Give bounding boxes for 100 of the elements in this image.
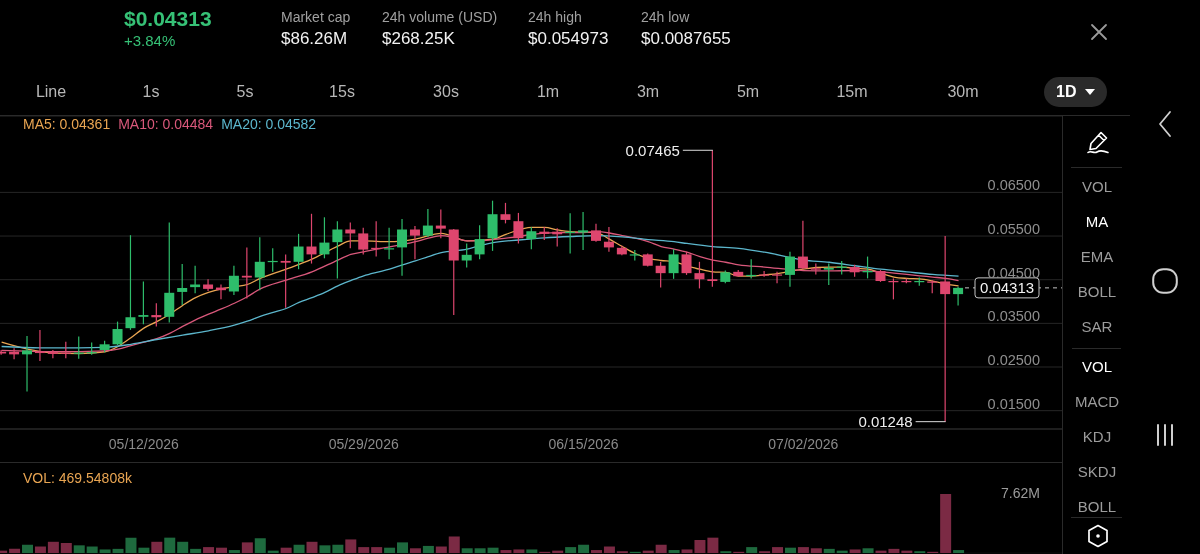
ref-line-label: 0.04313 <box>979 279 1035 297</box>
bar <box>190 548 202 553</box>
bar <box>138 547 150 553</box>
bar <box>241 542 253 553</box>
text: MA <box>1085 212 1109 230</box>
text: $0.054973 <box>528 29 609 48</box>
text: MA10: 0.04484 <box>118 116 214 132</box>
bar <box>591 550 602 553</box>
bar <box>384 547 396 553</box>
text: 5s <box>236 83 254 100</box>
text: 24h low <box>641 9 690 25</box>
text: 15s <box>329 83 355 100</box>
y-tick-label: 0.05500 <box>987 221 1040 238</box>
text: Market cap <box>281 9 351 25</box>
bar <box>435 546 447 553</box>
text: SKDJ <box>1077 462 1117 480</box>
bar <box>474 548 486 553</box>
x-tick-label: 05/12/2026 <box>108 435 180 452</box>
bar <box>707 537 719 553</box>
text: BOLL <box>1077 497 1117 515</box>
text: 24h volume (USD) <box>382 9 498 25</box>
bar <box>397 542 409 553</box>
bar <box>345 539 357 553</box>
bar <box>513 549 525 553</box>
bar <box>810 548 822 553</box>
chart-title: VOL: 469.54808k <box>23 470 132 486</box>
x-tick-label: 05/29/2026 <box>328 435 399 452</box>
bar <box>953 550 965 553</box>
x-tick-label: 07/02/2026 <box>768 435 839 452</box>
bar <box>86 546 98 553</box>
bar <box>823 548 835 553</box>
bar <box>500 550 512 553</box>
text: BOLL <box>1077 282 1117 300</box>
bar <box>487 547 499 553</box>
text: Line <box>35 83 67 100</box>
bar <box>422 545 434 553</box>
text: MA5: 0.04361 <box>23 116 111 132</box>
bar <box>746 547 758 553</box>
y-tick-label: 0.01500 <box>987 395 1040 412</box>
text: 30s <box>433 83 459 100</box>
bar <box>306 541 318 553</box>
x-tick-label: 06/15/2026 <box>548 435 619 452</box>
text: $268.25K <box>382 29 455 48</box>
dropdown-button: 1D <box>1044 77 1107 107</box>
bar <box>409 548 421 553</box>
bar <box>371 547 383 553</box>
bar <box>849 549 861 553</box>
text: 15m <box>836 83 868 100</box>
bar <box>358 547 370 553</box>
bar <box>888 548 900 553</box>
text: KDJ <box>1082 427 1112 445</box>
bar <box>177 541 189 553</box>
bar <box>668 550 680 553</box>
text: $0.0087655 <box>641 29 731 48</box>
bar <box>940 494 952 553</box>
bar <box>22 544 34 553</box>
bar <box>164 537 176 553</box>
bar <box>73 545 85 553</box>
text: 1m <box>536 83 560 100</box>
bar <box>99 549 111 553</box>
bar <box>655 544 667 553</box>
text: 3m <box>636 83 660 100</box>
text: EMA <box>1080 247 1114 265</box>
y-tick-label: 0.02500 <box>987 352 1040 369</box>
bar <box>784 547 796 553</box>
bar <box>526 549 538 553</box>
bar <box>280 547 292 553</box>
bar <box>603 546 615 553</box>
bar <box>578 544 590 553</box>
text: VOL <box>1081 357 1113 375</box>
bar <box>862 548 874 553</box>
text: $0.04313 <box>124 7 212 30</box>
bar <box>228 550 240 553</box>
text: MA20: 0.04582 <box>221 116 317 132</box>
bar <box>215 547 227 553</box>
text: 1s <box>142 83 160 100</box>
bar <box>461 548 473 553</box>
text: SAR <box>1081 317 1113 335</box>
bar <box>47 541 59 553</box>
bar <box>60 542 72 553</box>
bar <box>203 547 215 553</box>
text: +3.84% <box>124 32 176 49</box>
text: 5m <box>736 83 760 100</box>
bar <box>772 547 784 553</box>
bar <box>34 546 46 553</box>
y-tick-label: 0.04500 <box>987 264 1040 281</box>
text: 24h high <box>528 9 582 25</box>
bar <box>151 541 163 553</box>
text: MACD <box>1074 392 1120 410</box>
bar <box>254 538 266 553</box>
bar <box>797 547 809 553</box>
annotation: 0.07465 <box>625 141 680 159</box>
annotation: 0.01248 <box>858 413 913 431</box>
text: VOL <box>1081 177 1113 195</box>
text: 30m <box>947 83 979 100</box>
y-tick-label: 0.06500 <box>987 177 1040 194</box>
y-tick-label: 0.03500 <box>987 308 1040 325</box>
annotation: 7.62M <box>1001 485 1040 501</box>
bar <box>293 544 305 553</box>
bar <box>332 544 344 553</box>
